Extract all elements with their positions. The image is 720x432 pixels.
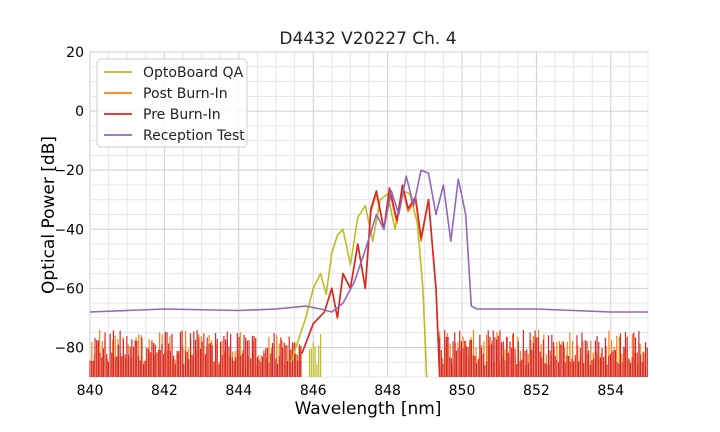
chart-title: D4432 V20227 Ch. 4 — [279, 29, 456, 49]
x-tick-label: 850 — [449, 383, 476, 399]
y-tick-label: −60 — [54, 281, 84, 297]
y-axis-label: Optical Power [dB] — [39, 136, 59, 294]
series-lines — [89, 169, 648, 378]
x-tick-label: 844 — [225, 383, 252, 399]
legend-entry: Post Burn-In — [143, 86, 228, 102]
y-tick-label: 0 — [75, 104, 84, 120]
y-tick-label: 20 — [66, 45, 84, 61]
series-line — [290, 190, 428, 378]
legend-entry: Reception Test — [143, 128, 245, 144]
y-tick-labels: 20 0 −20 −40 −60 −80 — [54, 45, 84, 356]
y-tick-label: −40 — [54, 222, 84, 238]
y-tick-label: −20 — [54, 163, 84, 179]
legend-entry: OptoBoard QA — [143, 65, 244, 81]
x-tick-label: 842 — [151, 383, 178, 399]
x-tick-label: 852 — [523, 383, 550, 399]
x-tick-label: 840 — [77, 383, 104, 399]
legend: OptoBoard QA Post Burn-In Pre Burn-In Recep… — [96, 58, 248, 148]
noise-floor-bars — [89, 329, 648, 377]
legend-entry: Pre Burn-In — [143, 107, 221, 123]
series-line — [301, 184, 441, 378]
x-tick-label: 848 — [374, 383, 401, 399]
y-tick-label: −80 — [54, 340, 84, 356]
x-tick-label: 854 — [597, 383, 624, 399]
series-line — [89, 169, 648, 313]
x-tick-labels: 840 842 844 846 848 850 852 854 — [77, 383, 625, 399]
x-tick-label: 846 — [300, 383, 327, 399]
legend-box — [96, 58, 248, 148]
x-axis-label: Wavelength [nm] — [295, 399, 442, 419]
